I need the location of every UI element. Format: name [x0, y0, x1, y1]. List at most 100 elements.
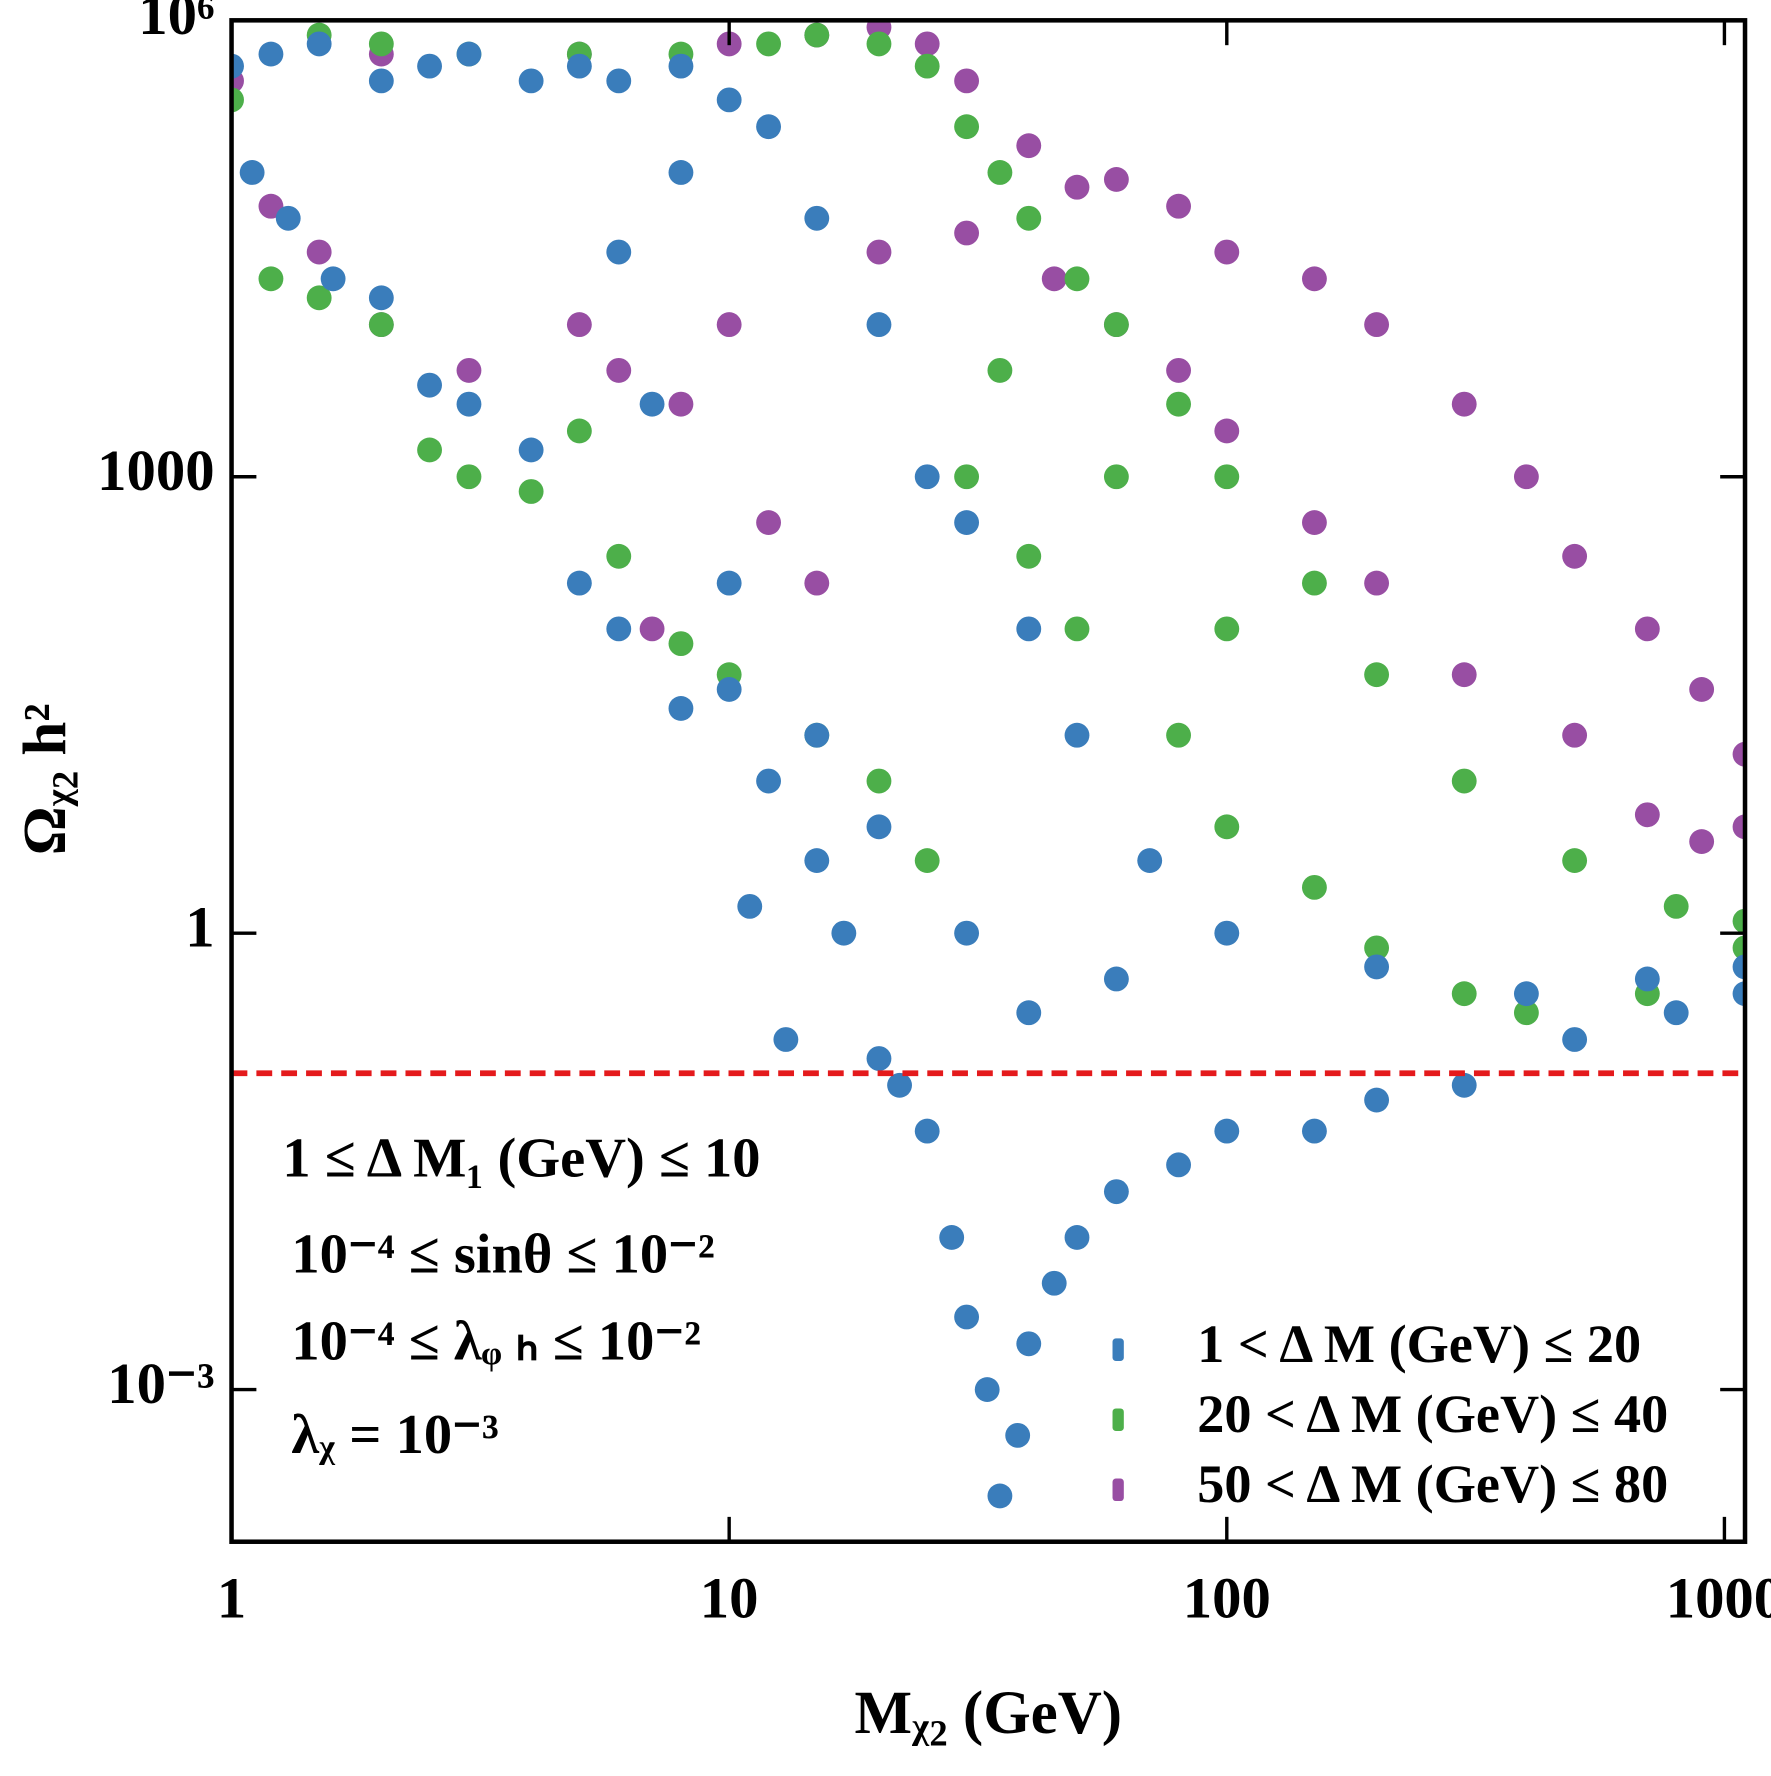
scatter-point [566, 570, 592, 596]
scatter-point [1064, 722, 1090, 748]
scatter-point [773, 1027, 799, 1052]
scatter-point [1214, 418, 1240, 444]
legend-label: 20 < Δ M (GeV) ≤ 40 [1197, 1384, 1668, 1444]
scatter-point [804, 205, 830, 231]
scatter-point [756, 768, 781, 794]
scatter-point [606, 68, 632, 94]
scatter-point [1166, 1152, 1191, 1178]
y-axis-label: Ωᵪ₂ h² [12, 703, 79, 855]
scatter-point [1732, 935, 1746, 961]
scatter-point [606, 357, 632, 383]
scatter-point [954, 220, 980, 246]
scatter-point [368, 68, 394, 94]
scatter-point [1451, 768, 1477, 794]
scatter-point [914, 1118, 940, 1144]
scatter-point [1214, 239, 1240, 265]
scatter-point [1562, 848, 1588, 873]
scatter-point [804, 848, 830, 873]
scatter-point [1513, 1000, 1539, 1026]
scatter-point [639, 391, 665, 417]
scatter-point [606, 543, 632, 569]
scatter-point [866, 312, 892, 338]
scatter-point [716, 570, 742, 596]
scatter-point [1364, 570, 1390, 596]
scatter-point [1016, 1331, 1042, 1357]
scatter-point [258, 193, 284, 219]
scatter-point [1513, 981, 1539, 1007]
scatter-point [1451, 981, 1477, 1007]
legend-label: 1 < Δ M (GeV) ≤ 20 [1197, 1314, 1641, 1374]
scatter-point [716, 87, 742, 113]
scatter-point [866, 239, 892, 265]
scatter-point [1732, 814, 1746, 840]
scatter-point [914, 53, 940, 79]
scatter-point [1732, 741, 1746, 767]
scatter-point [1214, 1118, 1240, 1144]
scatter-point [1451, 1072, 1477, 1098]
scatter-point [258, 41, 284, 67]
scatter-point [1016, 543, 1042, 569]
scatter-point [1041, 1270, 1067, 1296]
scatter-point [866, 814, 892, 840]
scatter-point [1016, 205, 1042, 231]
legend-label: 50 < Δ M (GeV) ≤ 80 [1197, 1454, 1668, 1514]
scatter-point [1634, 966, 1660, 992]
scatter-point [1689, 677, 1715, 702]
scatter-point [716, 312, 742, 338]
annotation: 10⁻⁴ ≤ λᵩ ₕ ≤ 10⁻² [291, 1310, 701, 1372]
scatter-point [1302, 1118, 1327, 1144]
scatter-point [1016, 133, 1042, 159]
scatter-point [566, 312, 592, 338]
scatter-point [668, 53, 694, 79]
scatter-point [1103, 464, 1129, 490]
scatter-point [1732, 954, 1746, 980]
scatter-point [417, 372, 442, 398]
scatter-point [668, 391, 694, 417]
x-tick-label: 1000 [1666, 1565, 1771, 1630]
scatter-point [258, 266, 284, 292]
scatter-point [1214, 464, 1240, 490]
scatter-point [987, 160, 1013, 185]
scatter-point [914, 848, 940, 873]
scatter-point [639, 616, 665, 642]
scatter-point [1663, 893, 1689, 919]
scatter-point [1166, 722, 1191, 748]
scatter-point [866, 31, 892, 57]
y-tick-label: 10⁶ [138, 0, 214, 47]
scatter-point [1214, 616, 1240, 642]
scatter-point [1634, 616, 1660, 642]
scatter-point [1041, 266, 1067, 292]
scatter-point [954, 464, 980, 490]
scatter-point [456, 41, 482, 67]
scatter-point [368, 285, 394, 311]
scatter-point [1732, 908, 1746, 934]
legend-marker [1112, 1478, 1124, 1502]
scatter-point [1451, 662, 1477, 688]
scatter-point [1732, 981, 1746, 1007]
scatter-point [1137, 848, 1163, 873]
scatter-point [1689, 829, 1715, 854]
scatter-point [606, 616, 632, 642]
scatter-point [1166, 193, 1191, 219]
scatter-point [756, 31, 781, 57]
scatter-point [1016, 616, 1042, 642]
scatter-point [368, 31, 394, 57]
scatter-point [987, 357, 1013, 383]
scatter-point [417, 437, 442, 463]
scatter-point [954, 114, 980, 140]
scatter-point [368, 312, 394, 338]
scatter-point [1302, 510, 1327, 535]
scatter-point [518, 437, 544, 463]
scatter-point [1364, 935, 1390, 961]
scatter-point [668, 696, 694, 721]
scatter-point [1364, 1087, 1390, 1113]
scatter-point [231, 53, 244, 79]
scatter-point [1016, 1000, 1042, 1026]
scatter-point [1064, 174, 1090, 200]
scatter-point [456, 464, 482, 490]
scatter-point [1103, 966, 1129, 992]
scatter-point [1562, 722, 1588, 748]
scatter-point [606, 239, 632, 265]
